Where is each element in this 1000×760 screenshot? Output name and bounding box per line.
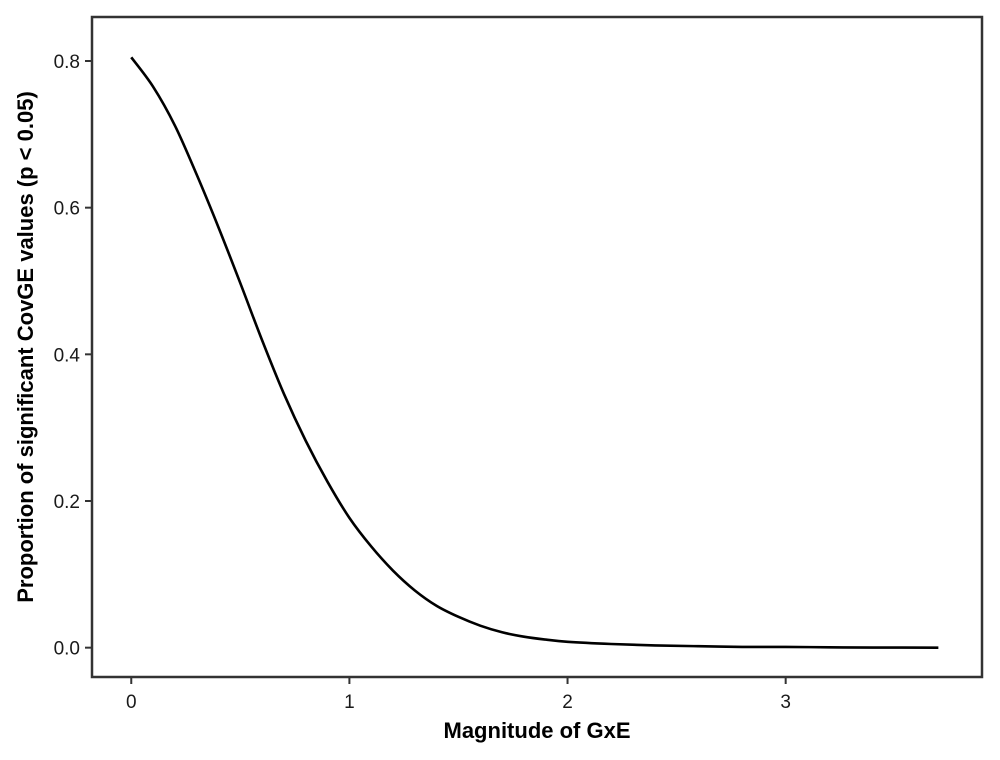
y-tick-label: 0.8 bbox=[54, 52, 80, 73]
y-tick-label: 0.2 bbox=[54, 492, 80, 513]
series-line bbox=[130, 56, 939, 649]
x-axis: 0 1 2 3 bbox=[126, 677, 791, 713]
y-axis: 0.0 0.2 0.4 0.6 0.8 bbox=[54, 52, 92, 660]
x-tick-label: 2 bbox=[562, 692, 573, 713]
y-tick-label: 0.4 bbox=[54, 345, 81, 366]
series-layer bbox=[130, 56, 939, 649]
y-axis-title: Proportion of significant CovGE values (… bbox=[13, 91, 38, 603]
x-tick-label: 0 bbox=[126, 692, 137, 713]
plot-panel bbox=[90, 15, 984, 679]
y-tick-label: 0.6 bbox=[54, 199, 80, 220]
y-tick-label: 0.0 bbox=[54, 639, 80, 660]
x-tick-label: 3 bbox=[780, 692, 791, 713]
x-axis-title: Magnitude of GxE bbox=[444, 718, 631, 743]
x-tick-label: 1 bbox=[344, 692, 355, 713]
